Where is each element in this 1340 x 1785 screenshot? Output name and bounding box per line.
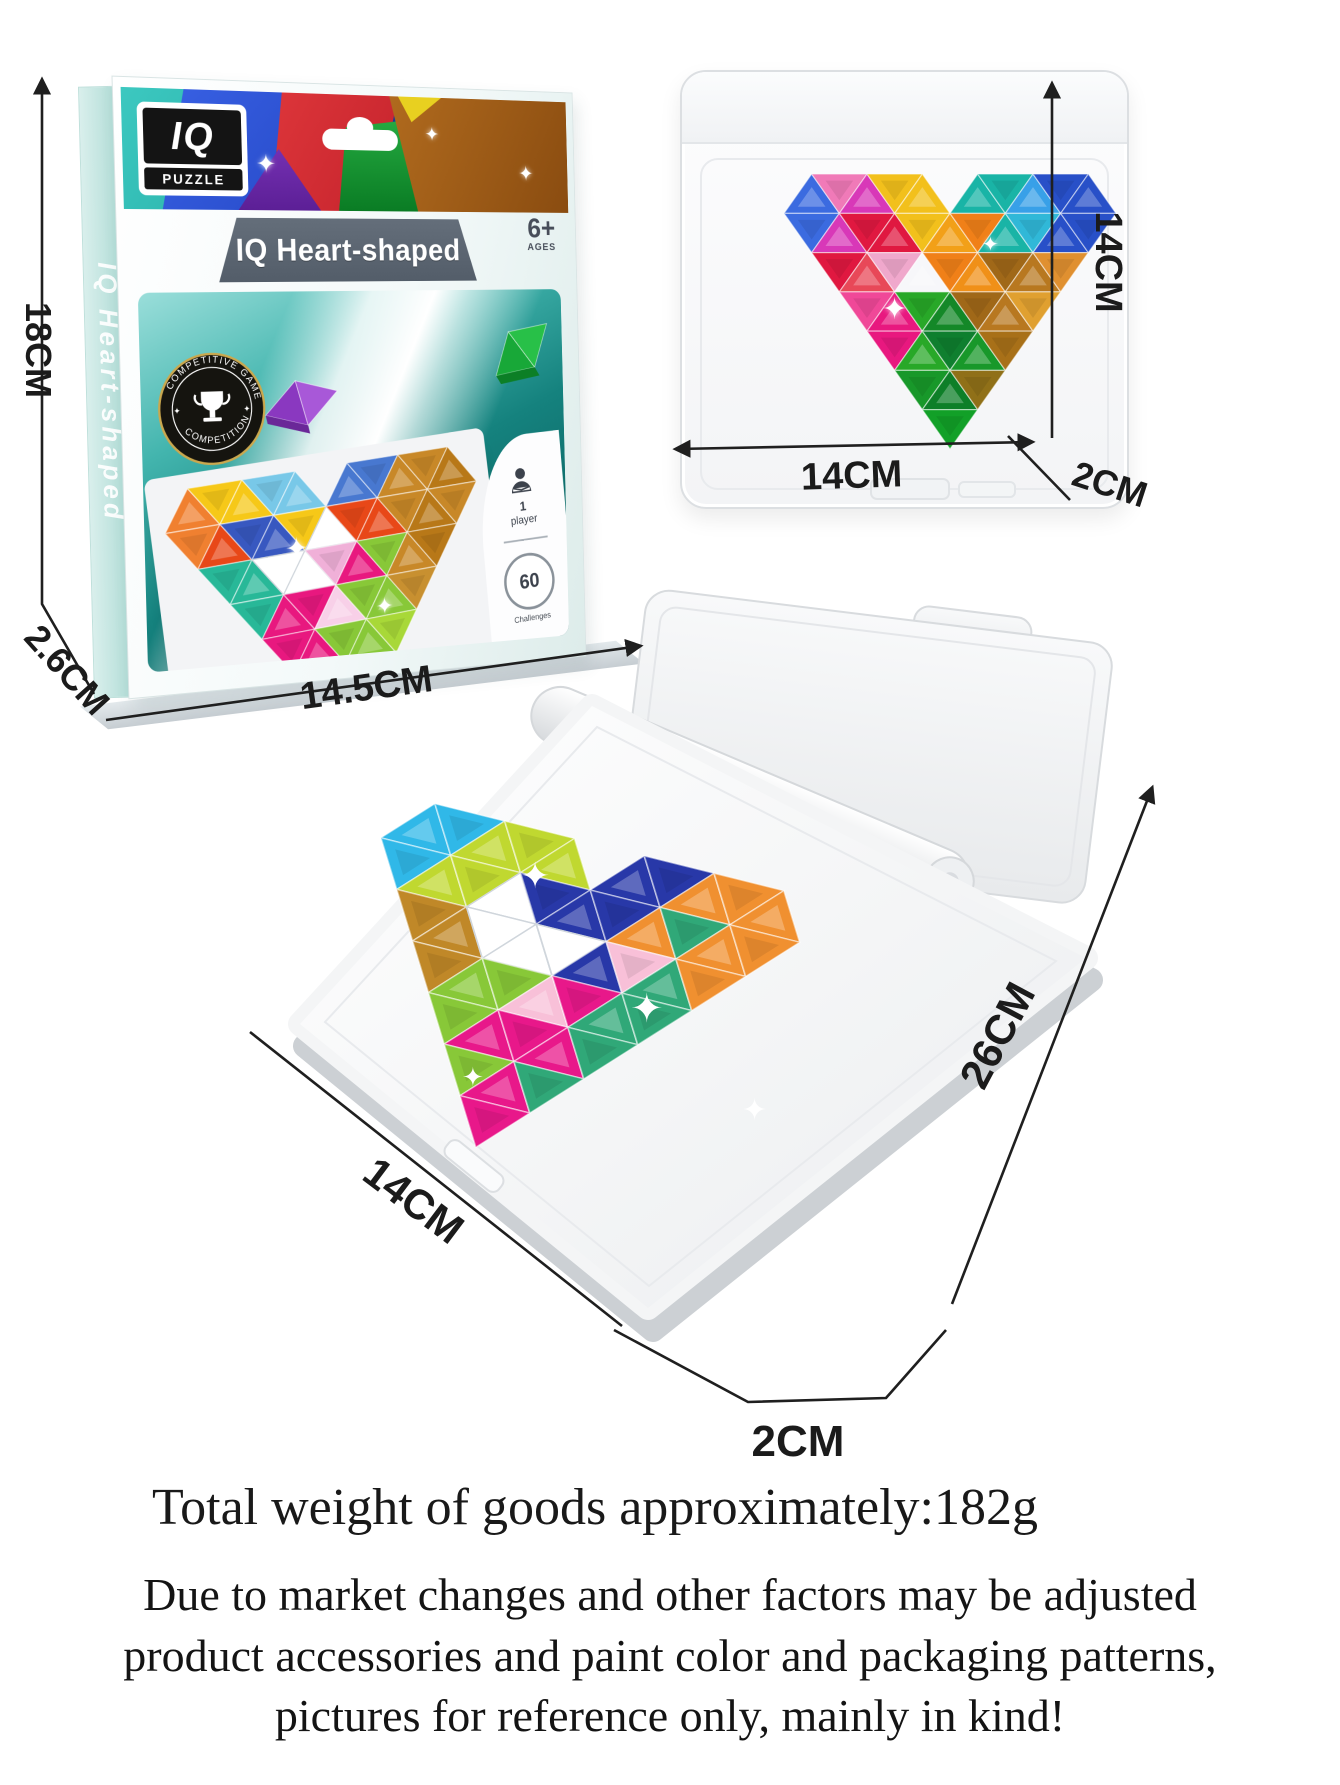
box-art-strip: ✦ ✦ ✦ IQ PUZZLE [120,86,569,213]
brand-logo-iq: IQ [142,107,243,166]
base-notch [443,1139,505,1193]
sparkle-icon: ✦ [742,1094,767,1127]
open-depth-label: 2CM [752,1417,845,1466]
disclaimer-line: pictures for reference only, mainly in k… [274,1690,1066,1742]
competition-badge: COMPETITIVE GAME COMPETITION ✦ ✦ [155,350,269,469]
loose-piece-green [478,306,569,385]
panel-divider [503,535,548,544]
brand-logo: IQ PUZZLE [136,101,249,197]
closed-case: ✦ ✦ [680,70,1129,509]
age-label: AGES [527,241,557,253]
open-length-label: 26CM [950,975,1044,1096]
box-puzzle-mosaic [160,443,495,673]
retail-box: IQ Heart-shaped ✦ ✦ ✦ IQ PUZZLE [77,60,653,730]
closed-case-heart-puzzle [784,174,1116,449]
sparkle-icon: ✦ [630,987,664,1031]
case-clasp [870,478,950,500]
player-count: 1 [519,498,527,514]
disclaimer-line: product accessories and paint color and … [123,1629,1217,1681]
box-front: ✦ ✦ ✦ IQ PUZZLE IQ Heart-shaped 6+ AGES [111,75,587,700]
open-case-base [288,694,1103,1342]
sparkle-icon: ✦ [462,1062,484,1092]
weight-line: Total weight of goods approximately:182g [152,1479,1038,1536]
challenges-count: 60 [501,549,557,614]
sparkle-icon: ✦ [173,406,181,416]
box-height-label: 18CM [18,302,59,398]
sparkle-icon: ✦ [520,855,550,896]
open-case-lid [617,589,1113,904]
box-title-banner: IQ Heart-shaped [218,218,477,283]
open-case-puzzle [379,802,802,1149]
footer-text: Total weight of goods approximately:182g… [0,1478,1340,1747]
open-length-line [950,784,1156,1305]
hang-hole [322,128,399,152]
loose-piece-purple [256,363,354,434]
box-title-text: IQ Heart-shaped [235,231,461,268]
player-label: player [510,511,538,528]
player-icon [505,467,537,499]
box-window-art: COMPETITIVE GAME COMPETITION ✦ ✦ [137,289,570,673]
disclaimer-line: Due to market changes and other factors … [143,1569,1197,1620]
open-width-label: 14CM [355,1148,473,1253]
brand-logo-puzzle: PUZZLE [144,167,243,191]
closed-case-lid-flap [682,72,1127,144]
open-depth-line [613,1328,947,1404]
case-clasp [958,481,1016,498]
age-value: 6+ [527,213,556,244]
age-badge: 6+ AGES [517,213,566,253]
open-width-line [249,1030,623,1328]
sparkle-icon: ✦ [243,404,251,414]
disclaimer: Due to market changes and other factors … [0,1565,1340,1747]
trophy-icon [195,391,230,422]
challenges-label: Challenges [513,609,552,625]
